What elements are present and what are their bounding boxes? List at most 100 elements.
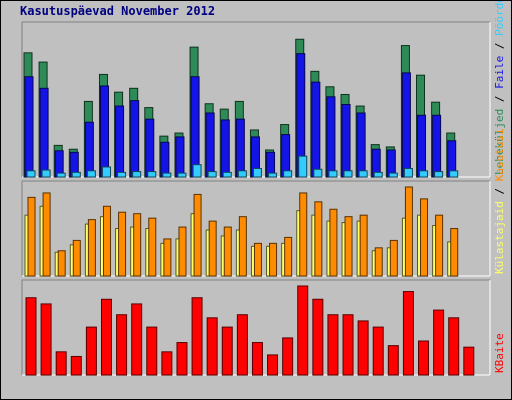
hits-bar xyxy=(432,114,442,178)
legend-middle-item: Kasutusi xyxy=(493,128,506,181)
visits-bar xyxy=(374,247,383,277)
files-bar xyxy=(26,170,36,178)
files-bar xyxy=(328,170,338,178)
kbytes-bar xyxy=(418,340,430,376)
kbytes-bar xyxy=(161,351,173,376)
files-bar xyxy=(434,171,444,178)
hits-bar xyxy=(160,141,170,178)
hits-bar xyxy=(24,76,34,178)
visits-bar xyxy=(178,226,187,277)
files-bar xyxy=(56,172,66,178)
hits-bar xyxy=(190,76,200,178)
hits-bar xyxy=(84,121,94,178)
hits-bar xyxy=(130,100,140,178)
visits-bar xyxy=(329,208,338,277)
kbytes-bar xyxy=(327,314,339,376)
kbytes-bar xyxy=(25,297,37,376)
kbytes-bar xyxy=(297,285,309,376)
files-bar xyxy=(222,171,232,178)
files-bar xyxy=(268,172,278,178)
visits-bar xyxy=(27,196,36,277)
kbytes-bar xyxy=(402,291,414,376)
kbytes-bar xyxy=(312,298,324,376)
visits-bar xyxy=(299,192,308,277)
legend-bottom-item: KBaite xyxy=(493,333,506,373)
kbytes-bar xyxy=(267,354,279,376)
kbytes-bar xyxy=(448,317,460,376)
files-bar xyxy=(419,170,429,178)
kbytes-bar xyxy=(176,342,188,376)
files-bar xyxy=(71,171,81,178)
legend-middle: Külastajaid / Kasutusi xyxy=(493,128,506,274)
files-bar xyxy=(132,171,142,178)
files-bar xyxy=(298,155,308,178)
files-bar xyxy=(207,171,217,178)
visits-bar xyxy=(42,192,51,277)
files-bar xyxy=(403,168,413,178)
visits-bar xyxy=(87,219,96,277)
kbytes-bar xyxy=(116,314,128,376)
legend-top: Leheküljed / Faile / Pöördumisi xyxy=(493,1,506,175)
visits-bar xyxy=(269,242,278,277)
hits-bar xyxy=(311,81,321,178)
kbytes-bar xyxy=(463,346,475,376)
kbytes-bar xyxy=(342,314,354,376)
visits-bar xyxy=(223,226,232,277)
kbytes-bar xyxy=(85,326,97,376)
visits-bar xyxy=(359,214,368,277)
hits-bar xyxy=(417,114,427,178)
kbytes-bar xyxy=(70,355,82,376)
visits-bar xyxy=(102,205,111,277)
visits-bar xyxy=(148,217,157,277)
legend-middle-item: / xyxy=(493,181,506,201)
files-bar xyxy=(313,168,323,178)
visits-bar xyxy=(163,238,172,277)
files-bar xyxy=(283,170,293,178)
files-bar xyxy=(388,172,398,178)
files-bar xyxy=(252,168,262,178)
visits-bar xyxy=(284,236,293,277)
kbytes-bar xyxy=(221,326,233,376)
files-bar xyxy=(177,172,187,178)
visits-bar xyxy=(253,242,262,277)
kbytes-bar xyxy=(236,314,248,376)
files-bar xyxy=(101,166,111,178)
hits-bar xyxy=(235,118,245,178)
files-bar xyxy=(358,170,368,178)
hits-bar xyxy=(145,118,155,178)
hits-bar xyxy=(39,87,49,178)
visits-bar xyxy=(389,239,398,277)
hits-bar xyxy=(99,85,109,178)
chart-title: Kasutuspäevad November 2012 xyxy=(20,4,216,18)
kbytes-bar xyxy=(387,345,399,376)
visits-bar xyxy=(72,239,81,277)
hits-bar xyxy=(220,119,230,178)
kbytes-bar xyxy=(100,298,112,376)
kbytes-bar xyxy=(191,297,203,376)
kbytes-bar xyxy=(131,303,143,376)
visits-bar xyxy=(314,201,323,277)
hits-bar xyxy=(115,105,125,178)
legend-middle-item: Külastajaid xyxy=(493,201,506,274)
kbytes-bar xyxy=(40,303,52,376)
files-bar xyxy=(192,164,202,178)
files-bar xyxy=(117,171,127,178)
kbytes-bar xyxy=(55,351,67,376)
visits-bar xyxy=(435,214,444,277)
visits-bar xyxy=(208,220,217,277)
kbytes-bar xyxy=(357,320,369,376)
kbytes-bar xyxy=(282,337,294,376)
kbytes-bar xyxy=(206,317,218,376)
legend-top-item: Pöördumisi xyxy=(493,1,506,36)
legend-bottom: KBaite xyxy=(493,333,506,373)
kbytes-bar xyxy=(372,326,384,376)
legend-top-item: Faile xyxy=(493,56,506,89)
kbytes-bar xyxy=(146,326,158,376)
hits-bar xyxy=(401,72,411,178)
visits-bar xyxy=(420,198,429,277)
files-bar xyxy=(343,170,353,178)
hits-bar xyxy=(175,136,185,178)
visits-bar xyxy=(133,213,142,277)
